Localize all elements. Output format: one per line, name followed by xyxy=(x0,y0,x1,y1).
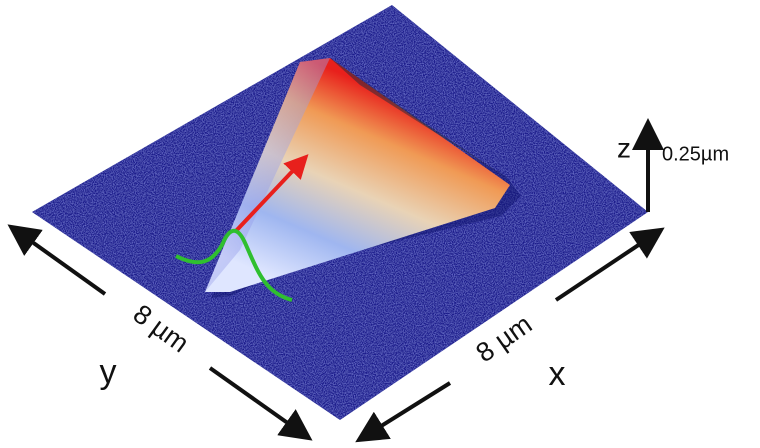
x-label: x xyxy=(549,355,566,393)
z-label: z xyxy=(617,132,631,163)
z-scale: 0.25µm xyxy=(662,143,729,165)
figure: 8 µm y 8 µm x z 0.25µm xyxy=(0,0,760,448)
y-label: y xyxy=(100,353,117,391)
